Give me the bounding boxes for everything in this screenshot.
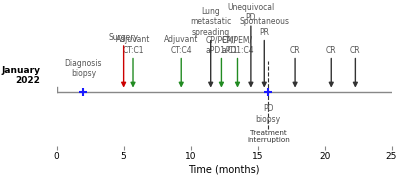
Text: CP/PEM/
aPD1:C1: CP/PEM/ aPD1:C1 [205,35,238,55]
Text: Unequivocal
PD: Unequivocal PD [227,3,274,22]
Text: Diagnosis
biopsy: Diagnosis biopsy [65,59,102,78]
Text: PD
biopsy: PD biopsy [256,104,281,124]
Text: Lung
metastatic
spreading: Lung metastatic spreading [190,7,231,37]
Text: January
2022: January 2022 [2,66,40,85]
Text: CR: CR [326,45,336,55]
Text: Spontaneous
PR: Spontaneous PR [239,17,289,37]
Text: CR: CR [350,45,361,55]
Text: Adjuvant
CT:C4: Adjuvant CT:C4 [164,35,198,55]
X-axis label: Time (months): Time (months) [188,164,260,174]
Text: CP/PEM/
aPD1:C4: CP/PEM/ aPD1:C4 [221,35,254,55]
Text: CR: CR [290,45,300,55]
Text: Surgery: Surgery [109,33,139,42]
Text: Treatment
interruption: Treatment interruption [247,130,290,143]
Text: Adjuvant
CT:C1: Adjuvant CT:C1 [116,35,150,55]
